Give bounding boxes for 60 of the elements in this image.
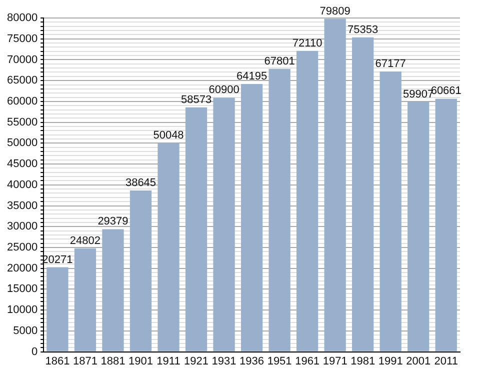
y-tick-label: 35000 [6,200,38,212]
data-label: 38645 [125,177,156,190]
bar [268,68,290,352]
data-label: 60900 [208,84,240,96]
data-label: 72110 [292,37,322,50]
bar [158,142,180,352]
bar [46,267,68,352]
y-tick-label: 30000 [6,220,38,233]
bar [324,18,346,352]
data-label: 24802 [70,234,101,247]
x-tick-label: 2011 [434,355,458,368]
y-tick-label: 70000 [6,54,38,66]
data-label: 67801 [264,55,295,68]
y-tick-label: 25000 [6,242,38,254]
y-tick-label: 15000 [6,283,38,296]
x-tick-label: 1991 [378,355,403,368]
y-tick-label: 10000 [6,304,38,316]
x-tick-label: 1981 [350,355,376,368]
y-tick-label: 55000 [6,116,38,128]
x-tick-label: 1871 [72,355,98,368]
bar [435,98,457,352]
x-tick-label: 1881 [100,355,126,368]
x-tick-label: 1971 [322,355,348,368]
y-tick-label: 75000 [6,32,38,45]
data-label: 50048 [153,130,184,142]
bar [352,37,374,352]
bar [185,107,208,352]
x-tick-label: 2001 [406,355,431,368]
y-tick-label: 20000 [6,262,38,274]
y-tick-label: 60000 [6,95,38,108]
bar [102,229,124,352]
data-label: 60661 [430,85,462,98]
y-tick-label: 80000 [6,12,38,24]
y-tick-label: 50000 [6,137,38,150]
bar [213,98,235,352]
x-tick-label: 1861 [45,355,70,368]
bar [380,72,402,352]
x-tick-label: 1931 [212,355,236,368]
bar [240,84,263,352]
x-tick-label: 1901 [128,355,153,368]
x-tick-label: 1951 [267,355,292,368]
y-tick-label: 0 [31,346,38,358]
x-tick-label: 1911 [156,355,180,368]
data-label: 75353 [348,24,378,36]
bar [296,50,318,352]
data-label: 64195 [236,70,268,82]
bar [74,248,96,352]
y-tick-label: 40000 [6,178,38,191]
x-tick-label: 1936 [240,355,264,368]
y-tick-label: 65000 [6,74,38,87]
bar [408,102,430,352]
x-tick-label: 1961 [295,355,320,368]
data-label: 58573 [180,94,212,106]
y-tick-label: 45000 [6,158,38,170]
bar [130,190,152,352]
x-tick-label: 1921 [184,355,209,368]
y-tick-label: 5000 [13,324,38,337]
data-label: 29379 [98,216,128,228]
data-label: 79809 [320,5,350,18]
data-label: 67177 [375,58,406,70]
